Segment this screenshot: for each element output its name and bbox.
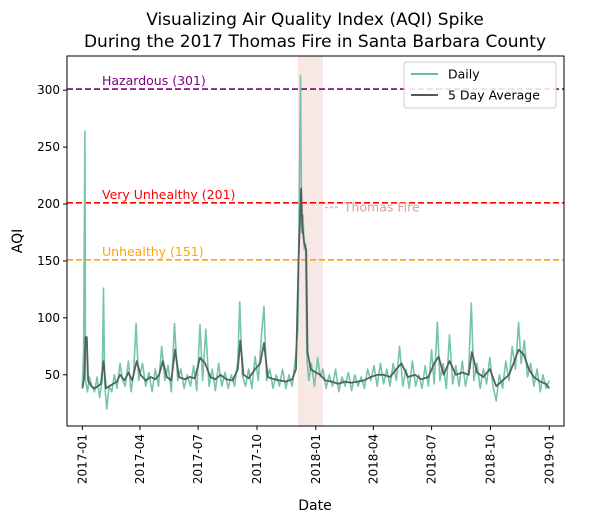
legend-box — [403, 61, 557, 109]
y-axis: 50 100 150 200 250 300 — [37, 83, 67, 382]
threshold-label-very-unhealthy-201: Very Unhealthy (201) — [102, 187, 235, 202]
x-tick-label-2017-07: 2017-07 — [191, 434, 205, 484]
y-tick-label-150: 150 — [37, 254, 60, 268]
threshold-label-hazardous-301: Hazardous (301) — [102, 73, 206, 88]
x-tick-label-2018-07: 2018-07 — [425, 434, 439, 484]
y-tick-label-300: 300 — [37, 83, 60, 97]
x-axis: 2017-01 2017-04 2017-07 2017-10 2018-01 2018-… — [75, 426, 556, 484]
threshold-label-unhealthy-151: Unhealthy (151) — [102, 244, 204, 259]
x-tick-label-2018-10: 2018-10 — [483, 434, 497, 484]
series-line-5-day-average — [81, 187, 551, 390]
y-tick-label-50: 50 — [45, 368, 60, 382]
x-tick-label-2018-04: 2018-04 — [366, 434, 380, 484]
legend-label-5-day-average: 5 Day Average — [448, 88, 540, 103]
series-layer — [81, 74, 551, 410]
chart-title-line-1: Visualizing Air Quality Index (AQI) Spik… — [146, 10, 484, 30]
x-axis-label: Date — [298, 498, 331, 514]
y-tick-label-100: 100 — [37, 311, 60, 325]
x-tick-label-2017-10: 2017-10 — [250, 434, 264, 484]
x-tick-label-2017-01: 2017-01 — [75, 434, 89, 484]
x-tick-label-2018-01: 2018-01 — [309, 434, 323, 484]
y-tick-label-250: 250 — [37, 140, 60, 154]
fire-period-label: Thomas Fire — [343, 199, 420, 214]
x-tick-label-2017-04: 2017-04 — [133, 434, 147, 484]
legend: Daily 5 Day Average — [403, 61, 557, 109]
y-axis-label: AQI — [10, 229, 26, 253]
legend-label-daily: Daily — [448, 67, 480, 82]
x-tick-label-2019-01: 2019-01 — [542, 434, 556, 484]
annotation-layer: Hazardous (301) Very Unhealthy (201) Unhea… — [102, 73, 420, 259]
chart-title-line-2: During the 2017 Thomas Fire in Santa Bar… — [84, 32, 546, 52]
y-tick-label-200: 200 — [37, 197, 60, 211]
